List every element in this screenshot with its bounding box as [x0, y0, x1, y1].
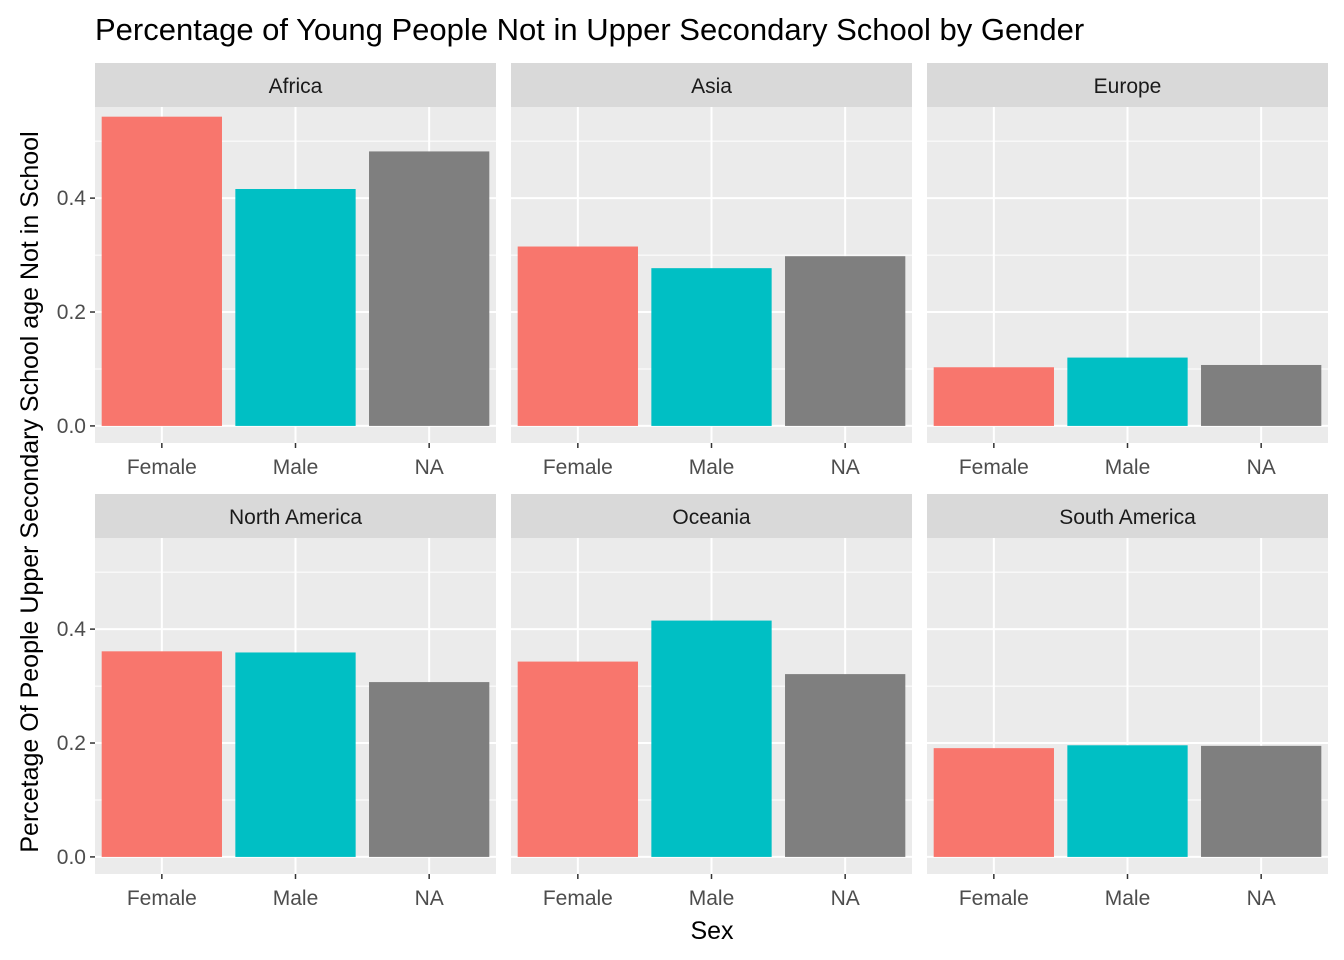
bar-south-america-na	[1201, 745, 1322, 857]
strip-north-america	[95, 494, 496, 538]
bar-oceania-male	[651, 620, 772, 857]
x-tick-label-female: Female	[127, 887, 197, 910]
x-tick-label-male: Male	[273, 456, 319, 479]
y-tick-label: 0.2	[57, 301, 86, 324]
panel-asia: Asia Female Male NA	[511, 63, 912, 479]
x-tick-label-na: NA	[415, 887, 444, 910]
y-tick-label: 0.4	[57, 187, 87, 210]
x-tick-label-female: Female	[959, 456, 1029, 479]
strip-label-asia: Asia	[691, 75, 732, 98]
bar-europe-na	[1201, 364, 1322, 426]
panels: Africa Female Male NA 0.0 0.2 0.4 Asia Female Mal…	[57, 63, 1328, 910]
x-tick-label-na: NA	[415, 456, 444, 479]
strip-europe	[927, 63, 1328, 107]
y-tick-label: 0.0	[57, 846, 86, 869]
bar-north-america-male	[235, 652, 356, 857]
x-tick-label-male: Male	[1105, 456, 1151, 479]
panel-north-america: North America Female Male NA 0.0 0.2 0.4	[57, 494, 496, 910]
bar-south-america-male	[1067, 745, 1188, 857]
strip-oceania	[511, 494, 912, 538]
bar-oceania-na	[785, 674, 906, 857]
strip-asia	[511, 63, 912, 107]
bar-north-america-female	[101, 651, 222, 857]
y-tick-label: 0.4	[57, 618, 87, 641]
x-tick-label-na: NA	[1247, 887, 1276, 910]
x-tick-label-male: Male	[689, 887, 735, 910]
y-tick-label: 0.0	[57, 415, 86, 438]
bar-europe-female	[933, 367, 1054, 426]
x-axis-title: Sex	[690, 917, 734, 945]
chart-title: Percentage of Young People Not in Upper …	[95, 12, 1084, 47]
bar-europe-male	[1067, 357, 1188, 426]
strip-label-oceania: Oceania	[672, 506, 751, 529]
x-tick-label-male: Male	[1105, 887, 1151, 910]
x-tick-label-na: NA	[831, 456, 860, 479]
bar-oceania-female	[517, 661, 638, 857]
strip-south-america	[927, 494, 1328, 538]
strip-label-africa: Africa	[269, 75, 323, 98]
strip-africa	[95, 63, 496, 107]
strip-label-south-america: South America	[1059, 506, 1196, 529]
x-tick-label-male: Male	[689, 456, 735, 479]
x-tick-label-male: Male	[273, 887, 319, 910]
bar-north-america-na	[369, 682, 490, 857]
x-tick-label-female: Female	[127, 456, 197, 479]
x-tick-label-na: NA	[1247, 456, 1276, 479]
strip-label-north-america: North America	[229, 506, 362, 529]
x-tick-label-female: Female	[543, 456, 613, 479]
bar-asia-na	[785, 256, 906, 426]
bar-africa-male	[235, 189, 356, 426]
x-tick-label-female: Female	[543, 887, 613, 910]
x-tick-label-female: Female	[959, 887, 1029, 910]
bar-asia-male	[651, 268, 772, 426]
bar-south-america-female	[933, 748, 1054, 857]
bar-asia-female	[517, 246, 638, 426]
x-tick-label-na: NA	[831, 887, 860, 910]
strip-label-europe: Europe	[1094, 75, 1162, 98]
panel-south-america: South America Female Male NA	[927, 494, 1328, 910]
bar-africa-female	[101, 116, 222, 426]
panel-africa: Africa Female Male NA 0.0 0.2 0.4	[57, 63, 496, 479]
bar-africa-na	[369, 151, 490, 426]
y-axis-title: Percetage Of People Upper Secondary Scho…	[16, 131, 44, 852]
y-tick-label: 0.2	[57, 732, 86, 755]
panel-oceania: Oceania Female Male NA	[511, 494, 912, 910]
panel-europe: Europe Female Male NA	[927, 63, 1328, 479]
